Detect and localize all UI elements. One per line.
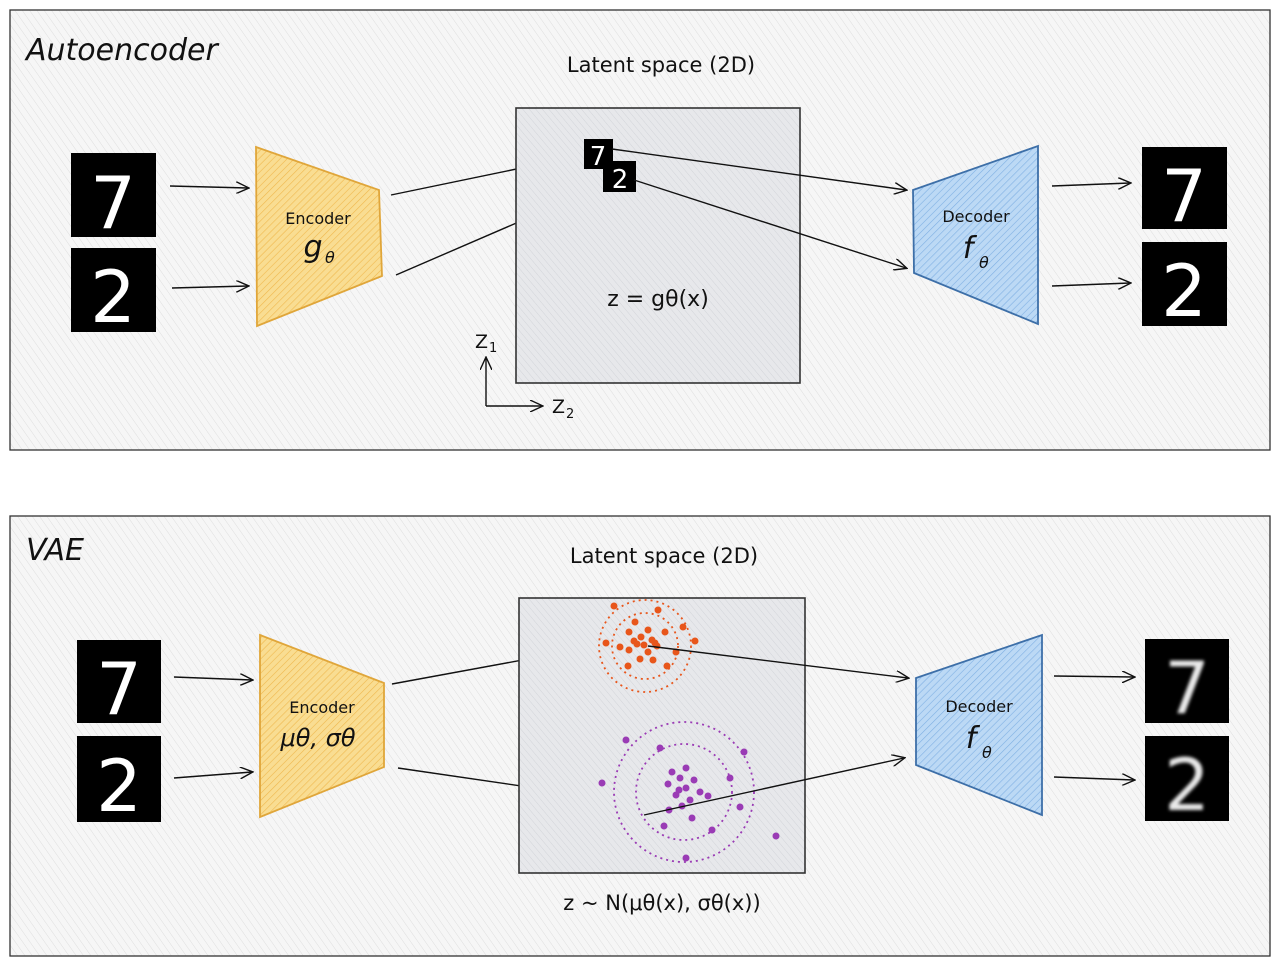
encoder-label: Encoder (285, 209, 351, 228)
encoder-symbol: g (303, 230, 322, 265)
arrow-decoder-to-output (1053, 676, 1134, 677)
latent-space-label: Latent space (2D) (570, 544, 758, 568)
arrow-latent-to-decoder (643, 758, 904, 816)
output-image-two: 2 (1142, 242, 1227, 333)
panel-title: VAE (26, 533, 84, 568)
svg-text:2: 2 (1164, 743, 1210, 827)
axis-label-z2-sub: 2 (566, 407, 574, 422)
output-image-seven: 7 (1145, 639, 1229, 730)
encoder-label: Encoder (289, 698, 355, 717)
vae-panel: VAE Latent space (2D) 7 2 Encoder μθ, σθ (9, 515, 1271, 957)
output-image-seven: 7 (1142, 147, 1227, 238)
decoder-subscript: θ (979, 253, 989, 272)
latent-space-label: Latent space (2D) (567, 53, 755, 77)
latent-space-box (515, 107, 801, 384)
arrow-decoder-to-output (1051, 183, 1130, 186)
autoencoder-panel: Autoencoder Latent space (2D) 7 2 Encode… (9, 9, 1271, 451)
encoder-block: Encoder μθ, σθ (259, 633, 385, 819)
decoder-label: Decoder (945, 697, 1013, 716)
arrow-input-to-encoder (169, 186, 248, 188)
latent-cluster-two (598, 721, 780, 863)
svg-text:7: 7 (590, 142, 607, 172)
output-image-two: 2 (1145, 736, 1229, 827)
latent-mark-seven: 7 (584, 139, 613, 172)
svg-text:7: 7 (96, 647, 142, 731)
latent-equation: z ~ N(μθ(x), σθ(x)) (563, 891, 760, 915)
decoder-label: Decoder (942, 207, 1010, 226)
arrow-latent-to-decoder (611, 148, 906, 190)
svg-text:2: 2 (90, 255, 136, 339)
latent-mark-two: 2 (603, 161, 636, 195)
latent-equation: z = gθ(x) (607, 287, 709, 312)
input-image-seven: 7 (77, 640, 161, 731)
decoder-block: Decoder f θ (912, 144, 1039, 326)
latent-axes: Z 1 Z 2 (475, 331, 574, 422)
svg-text:7: 7 (90, 161, 136, 245)
encoder-symbol: μθ, σθ (279, 724, 355, 752)
encoder-block: Encoder g θ (255, 145, 383, 328)
arrow-decoder-to-output (1053, 777, 1134, 780)
latent-cluster-seven (598, 599, 699, 693)
arrow-input-to-encoder (173, 772, 252, 778)
arrow-latent-to-decoder (633, 179, 906, 268)
axis-label-z2: Z (552, 396, 565, 418)
svg-text:2: 2 (612, 165, 629, 195)
encoder-subscript: θ (325, 248, 335, 267)
input-image-two: 2 (77, 736, 161, 828)
arrow-decoder-to-output (1051, 283, 1130, 286)
arrow-input-to-encoder (173, 677, 252, 680)
axis-label-z1-sub: 1 (489, 341, 497, 356)
axis-label-z1: Z (475, 331, 488, 353)
svg-text:7: 7 (1164, 646, 1210, 730)
input-image-seven: 7 (71, 153, 156, 245)
arrow-input-to-encoder (171, 286, 248, 288)
svg-text:2: 2 (96, 744, 142, 828)
input-image-two: 2 (71, 248, 156, 339)
panel-title: Autoencoder (24, 33, 219, 68)
decoder-block: Decoder f θ (915, 633, 1043, 817)
svg-text:2: 2 (1161, 249, 1207, 333)
svg-text:7: 7 (1161, 154, 1207, 238)
arrow-latent-to-decoder (647, 645, 908, 678)
decoder-subscript: θ (982, 743, 992, 762)
latent-space-box (518, 597, 806, 874)
